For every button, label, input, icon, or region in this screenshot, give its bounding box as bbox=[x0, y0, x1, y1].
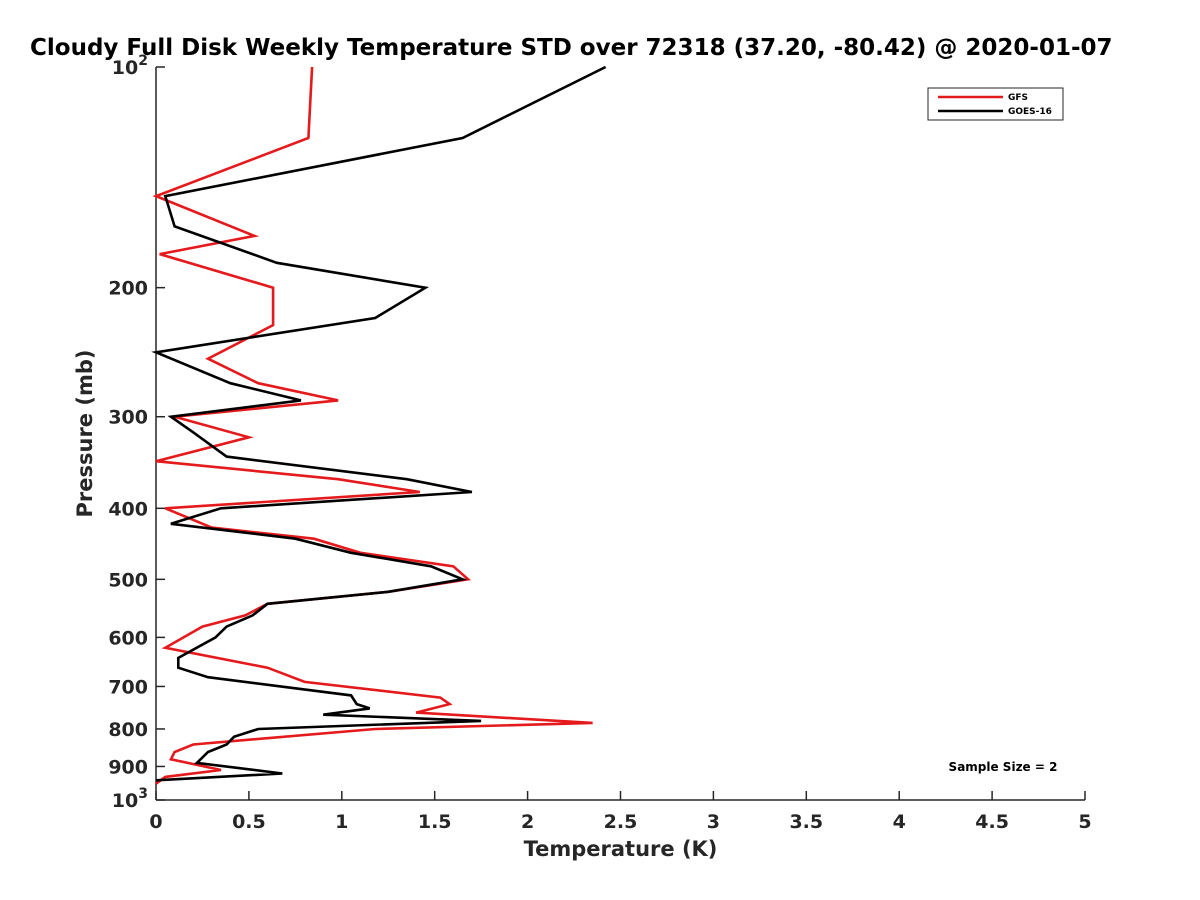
legend-label-goes16: GOES-16 bbox=[1008, 107, 1052, 117]
x-tick-label: 3 bbox=[707, 811, 720, 833]
y-tick-label: 500 bbox=[108, 569, 148, 591]
x-tick-label: 2.5 bbox=[604, 811, 638, 833]
x-tick-label: 5 bbox=[1078, 811, 1091, 833]
series-layer bbox=[151, 65, 607, 785]
legend-box bbox=[927, 87, 1064, 121]
y-axis-ticks: 102 200 300 400 500 600 700 800 900 103 bbox=[108, 53, 165, 812]
x-tick-label: 4.5 bbox=[975, 811, 1009, 833]
x-axis-label: Temperature (K) bbox=[524, 837, 718, 861]
x-axis-ticks: 0 0.5 1 1.5 2 2.5 3 3.5 4 4.5 5 bbox=[149, 791, 1092, 833]
x-tick-label: 2 bbox=[521, 811, 534, 833]
sample-size-annotation: Sample Size = 2 bbox=[949, 760, 1058, 774]
series-line-gfs bbox=[152, 66, 593, 785]
y-tick-label: 400 bbox=[108, 498, 148, 520]
x-tick-label: 1 bbox=[335, 811, 348, 833]
y-tick-label: 600 bbox=[108, 627, 148, 649]
x-tick-label: 0 bbox=[149, 811, 162, 833]
legend-label-gfs: GFS bbox=[1008, 93, 1028, 103]
y-tick-label: 900 bbox=[108, 756, 148, 778]
y-tick-label: 103 bbox=[112, 786, 148, 812]
y-tick-label: 102 bbox=[112, 53, 148, 79]
y-tick-label: 800 bbox=[108, 719, 148, 741]
plot-area: 0 0.5 1 1.5 2 2.5 3 3.5 4 4.5 5 102 200 300 400 500 600… bbox=[108, 53, 1091, 833]
x-tick-label: 4 bbox=[893, 811, 906, 833]
x-tick-label: 3.5 bbox=[789, 811, 823, 833]
x-tick-label: 0.5 bbox=[232, 811, 266, 833]
y-axis-label: Pressure (mb) bbox=[73, 350, 97, 518]
legend: GFS GOES-16 bbox=[927, 87, 1064, 121]
y-tick-label: 200 bbox=[108, 278, 148, 300]
y-tick-label: 300 bbox=[108, 407, 148, 429]
y-tick-label: 700 bbox=[108, 676, 148, 698]
x-tick-label: 1.5 bbox=[418, 811, 452, 833]
chart-title: Cloudy Full Disk Weekly Temperature STD … bbox=[30, 35, 1113, 61]
series-line-goes16 bbox=[151, 65, 607, 782]
